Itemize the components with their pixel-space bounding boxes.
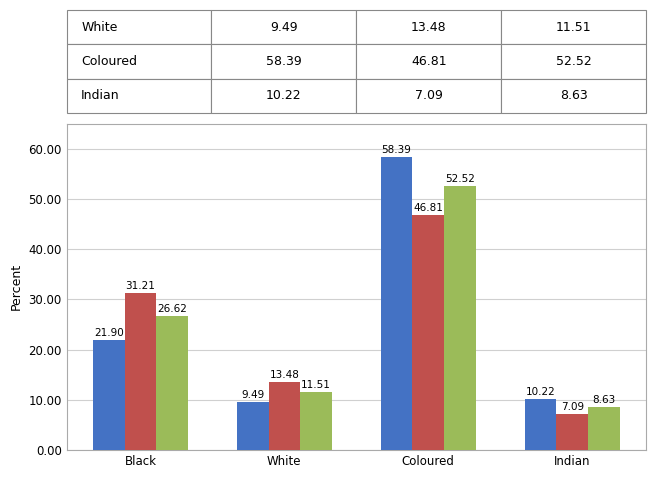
Bar [412,215,444,450]
Text: 21.90: 21.90 [94,328,124,338]
Legend: Customers, Non-Customers, Overall: Customers, Non-Customers, Overall [206,498,507,500]
Text: 46.81: 46.81 [414,203,443,213]
Bar [556,414,588,450]
Text: 7.09: 7.09 [561,402,584,412]
Text: 26.62: 26.62 [157,304,187,314]
Bar [300,392,332,450]
Bar [525,398,556,450]
Bar [93,340,125,450]
Text: 9.49: 9.49 [241,390,264,400]
Text: 52.52: 52.52 [445,174,475,184]
Bar [237,402,268,450]
Y-axis label: Percent: Percent [10,264,23,310]
Text: 11.51: 11.51 [301,380,331,390]
Bar [444,186,476,450]
Bar [157,316,188,450]
Bar [125,294,157,450]
Text: 8.63: 8.63 [592,394,615,404]
Text: 31.21: 31.21 [125,282,155,292]
Text: 10.22: 10.22 [525,386,555,396]
Text: 58.39: 58.39 [382,145,412,155]
Bar [381,157,412,450]
Text: 13.48: 13.48 [270,370,299,380]
Bar [268,382,300,450]
Bar [588,406,619,450]
